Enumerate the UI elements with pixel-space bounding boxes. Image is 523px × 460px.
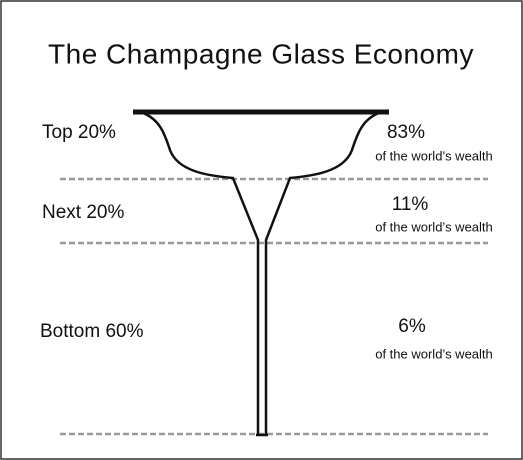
tier-share: 11% xyxy=(392,194,429,215)
infographic: The Champagne Glass Economy Top 20% 83% … xyxy=(0,0,523,460)
tier-share: 6% xyxy=(398,316,426,337)
title: The Champagne Glass Economy xyxy=(48,38,474,69)
tier-caption: of the world’s wealth xyxy=(375,346,493,361)
tier-label: Bottom 60% xyxy=(40,321,144,342)
tier-label: Top 20% xyxy=(42,122,116,143)
tier-share: 83% xyxy=(387,122,425,143)
tier-caption: of the world’s wealth xyxy=(375,219,493,234)
tier-label: Next 20% xyxy=(42,202,124,223)
tier-caption: of the world’s wealth xyxy=(375,148,493,163)
